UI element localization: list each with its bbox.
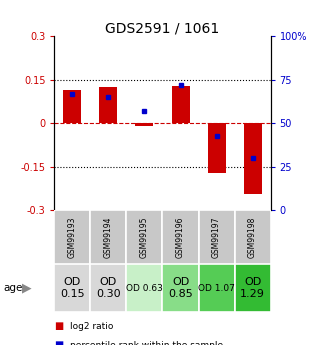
Bar: [162, 210, 198, 264]
Bar: [54, 264, 91, 312]
Text: OD
0.85: OD 0.85: [168, 277, 193, 299]
Bar: [127, 264, 162, 312]
Bar: [63, 90, 81, 123]
Bar: [171, 86, 189, 123]
Bar: [244, 123, 262, 195]
Bar: [198, 264, 234, 312]
Text: GSM99197: GSM99197: [212, 216, 221, 258]
Text: OD
0.30: OD 0.30: [96, 277, 121, 299]
Bar: [198, 210, 234, 264]
Bar: [234, 210, 271, 264]
Text: GSM99193: GSM99193: [68, 216, 77, 258]
Bar: [136, 123, 154, 126]
Text: GSM99194: GSM99194: [104, 216, 113, 258]
Text: OD
1.29: OD 1.29: [240, 277, 265, 299]
Text: GSM99195: GSM99195: [140, 216, 149, 258]
Title: GDS2591 / 1061: GDS2591 / 1061: [105, 21, 220, 35]
Text: age: age: [3, 283, 22, 293]
Text: ■: ■: [54, 321, 64, 331]
Text: log2 ratio: log2 ratio: [70, 322, 113, 331]
Text: GSM99198: GSM99198: [248, 217, 257, 258]
Text: GSM99196: GSM99196: [176, 216, 185, 258]
Bar: [91, 210, 127, 264]
Text: OD 0.63: OD 0.63: [126, 284, 163, 293]
Bar: [207, 123, 225, 173]
Bar: [127, 210, 162, 264]
Text: OD
0.15: OD 0.15: [60, 277, 85, 299]
Text: ▶: ▶: [22, 282, 32, 295]
Bar: [100, 87, 118, 123]
Text: percentile rank within the sample: percentile rank within the sample: [70, 341, 223, 345]
Text: ■: ■: [54, 340, 64, 345]
Text: OD 1.07: OD 1.07: [198, 284, 235, 293]
Bar: [234, 264, 271, 312]
Bar: [54, 210, 91, 264]
Bar: [91, 264, 127, 312]
Bar: [162, 264, 198, 312]
